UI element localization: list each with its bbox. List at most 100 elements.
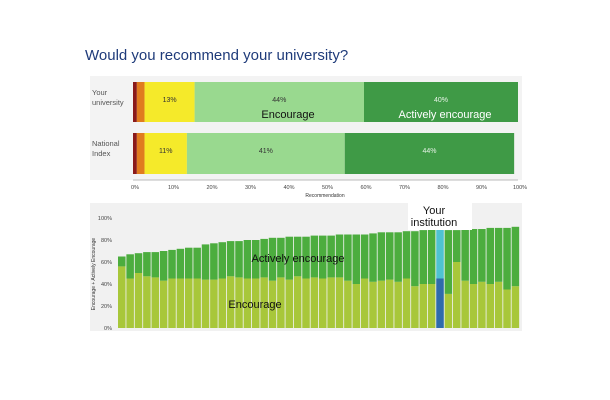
bar-actively-encourage	[176, 248, 185, 279]
bar-encourage	[386, 279, 394, 328]
bar-encourage	[151, 277, 160, 328]
bar-encourage	[143, 276, 151, 328]
bar-actively-encourage	[143, 252, 151, 277]
bar-actively-encourage	[427, 229, 436, 284]
bar-encourage	[277, 277, 285, 328]
bar-actively-encourage	[285, 236, 294, 280]
bar-segment	[144, 133, 187, 174]
bar-encourage	[243, 278, 252, 328]
bar-encourage	[377, 280, 386, 328]
bar-actively-encourage	[193, 247, 201, 279]
encourage-overlay-label: Encourage	[228, 299, 281, 311]
bar-actively-encourage	[369, 233, 377, 282]
bar-encourage	[252, 278, 260, 328]
bar-encourage	[218, 278, 227, 328]
bar-encourage	[411, 286, 419, 328]
bar-actively-encourage	[134, 253, 143, 273]
bar-encourage	[461, 280, 469, 328]
x-tick-label: 60%	[360, 185, 371, 191]
bar-segment	[144, 82, 195, 122]
bar-actively-encourage	[277, 237, 285, 278]
bar-actively-encourage	[419, 230, 428, 284]
bar-encourage	[185, 278, 193, 328]
bar-actively-encourage	[268, 237, 277, 281]
bar-actively-encourage	[126, 254, 134, 279]
bar-encourage	[444, 293, 453, 328]
bar-actively-encourage	[226, 241, 235, 277]
x-tick-label: 20%	[206, 185, 217, 191]
bar-actively-encourage	[201, 244, 210, 280]
bar-encourage	[319, 278, 327, 328]
y-axis-title: Encourage + Actively Encourage	[91, 238, 97, 311]
data-label: 11%	[159, 148, 173, 155]
x-tick-label: 30%	[245, 185, 256, 191]
bar-actively-encourage	[494, 227, 503, 282]
bar-segment	[364, 82, 518, 122]
bar-encourage	[235, 277, 243, 328]
bar-encourage	[168, 278, 176, 328]
bar-actively-encourage	[302, 236, 310, 279]
category-label: National	[92, 139, 120, 148]
y-tick-label: 80%	[101, 238, 112, 244]
bar-encourage	[360, 278, 369, 328]
bar-actively-encourage	[352, 234, 361, 284]
bar-segment	[186, 133, 345, 174]
x-tick-label: 0%	[131, 185, 139, 191]
actively-encourage-overlay-label: Actively encourage	[252, 253, 345, 265]
bar-actively-encourage	[503, 227, 511, 290]
bar-actively-encourage	[511, 226, 520, 287]
bar-actively-encourage	[377, 232, 386, 281]
data-label: 40%	[434, 97, 448, 104]
bar-actively-encourage	[118, 256, 126, 267]
bar-actively-encourage	[243, 240, 252, 279]
data-label: 13%	[163, 97, 177, 104]
bar-actively-encourage	[344, 234, 352, 281]
bar-encourage	[503, 289, 511, 328]
bar-encourage	[486, 284, 495, 328]
bar-actively-encourage	[260, 238, 268, 278]
x-tick-label: 90%	[476, 185, 487, 191]
bar-actively-encourage	[335, 234, 344, 278]
bar-encourage	[260, 277, 268, 328]
bar-actively-encourage	[185, 247, 193, 279]
bar-encourage	[369, 281, 377, 328]
bar-actively-encourage	[469, 229, 478, 284]
x-axis-title: Recommendation	[305, 193, 344, 199]
bar-encourage	[402, 278, 411, 328]
category-label: university	[92, 98, 124, 107]
data-label: 44%	[422, 148, 436, 155]
bar-actively-encourage	[360, 234, 369, 279]
bar-actively-encourage	[151, 252, 160, 278]
bar-encourage	[478, 281, 486, 328]
bar-actively-encourage	[210, 243, 218, 280]
your-institution-label: institution	[411, 217, 457, 229]
bar-segment	[133, 133, 137, 174]
x-tick-label: 70%	[399, 185, 410, 191]
bar-encourage	[352, 284, 361, 328]
bar-actively-encourage	[319, 235, 327, 279]
encourage-overlay-label: Encourage	[261, 109, 314, 121]
y-tick-label: 60%	[101, 260, 112, 266]
bar-encourage	[193, 278, 201, 328]
x-tick-label: 10%	[168, 185, 179, 191]
bar-encourage	[511, 286, 520, 328]
bar-encourage	[310, 277, 319, 328]
bar-encourage	[126, 278, 134, 328]
bar-encourage	[344, 280, 352, 328]
actively-encourage-overlay-label: Actively encourage	[399, 109, 492, 121]
page-title: Would you recommend your university?	[85, 47, 349, 64]
y-tick-label: 40%	[101, 282, 112, 288]
your-institution-label: Your	[423, 205, 446, 217]
y-tick-label: 100%	[98, 216, 112, 222]
bar-encourage	[419, 284, 428, 328]
bar-actively-encourage	[168, 249, 176, 279]
bar-encourage	[268, 280, 277, 328]
bar-segment	[344, 133, 515, 174]
x-tick-label: 50%	[322, 185, 333, 191]
bar-segment	[136, 133, 145, 174]
bar-encourage	[394, 281, 402, 328]
category-label: Your	[92, 88, 108, 97]
bar-encourage	[285, 279, 294, 328]
bar-actively-encourage	[461, 229, 469, 281]
